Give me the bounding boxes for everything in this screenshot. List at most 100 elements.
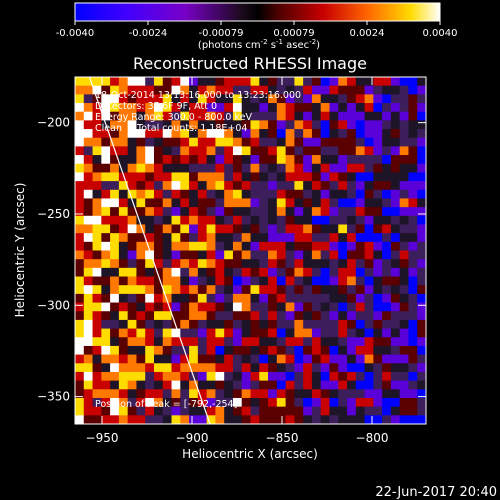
heatmap-cell: [259, 103, 269, 113]
heatmap-cell: [145, 85, 155, 95]
heatmap-cell: [382, 311, 392, 321]
heatmap-cell: [399, 233, 409, 243]
heatmap-cell: [355, 120, 365, 130]
heatmap-cell: [101, 311, 111, 321]
heatmap-cell: [408, 94, 418, 104]
heatmap-cell: [101, 163, 111, 173]
heatmap-cell: [110, 293, 120, 303]
heatmap-cell: [75, 163, 85, 173]
heatmap-cell: [259, 189, 269, 199]
heatmap-cell: [311, 215, 322, 225]
solar-limb-line: [88, 77, 211, 424]
heatmap-cell: [83, 293, 93, 303]
heatmap-cell: [110, 224, 120, 234]
heatmap-cell: [232, 371, 243, 382]
heatmap-cell: [101, 285, 111, 295]
heatmap-cell: [224, 146, 234, 156]
heatmap-cell: [355, 267, 365, 277]
heatmap-cell: [171, 328, 181, 338]
heatmap-cell: [197, 198, 208, 208]
heatmap-cell: [390, 276, 401, 286]
heatmap-cell: [311, 345, 322, 356]
heatmap-cell: [171, 172, 181, 182]
heatmap-cell: [162, 111, 172, 121]
heatmap-cell: [364, 363, 374, 373]
heatmap-cell: [373, 415, 383, 424]
heatmap-cell: [364, 85, 374, 95]
heatmap-cell: [83, 354, 93, 364]
heatmap-cell: [180, 85, 190, 95]
heatmap-cell: [294, 129, 304, 139]
heatmap-cell: [101, 233, 111, 243]
heatmap-cell: [92, 345, 102, 356]
heatmap-cell: [373, 155, 383, 165]
heatmap-cell: [206, 406, 216, 416]
heatmap-cell: [145, 189, 155, 199]
heatmap-cell: [180, 224, 190, 234]
heatmap-cell: [320, 259, 330, 269]
heatmap-cell: [417, 120, 426, 130]
heatmap-cell: [206, 155, 216, 165]
heatmap-cell: [110, 267, 120, 277]
heatmap-cell: [136, 77, 146, 87]
heatmap-cell: [215, 293, 225, 303]
heatmap-cell: [250, 319, 260, 329]
heatmap-cell: [83, 328, 93, 338]
heatmap-cell: [118, 155, 129, 165]
heatmap-cell: [417, 415, 426, 424]
heatmap-cell: [338, 354, 348, 364]
heatmap-cell: [250, 233, 260, 243]
heatmap-cell: [355, 137, 365, 147]
heatmap-cell: [180, 363, 190, 373]
heatmap-cell: [382, 415, 392, 424]
heatmap-cell: [311, 155, 322, 165]
heatmap-cell: [189, 345, 199, 356]
heatmap-cell: [145, 103, 155, 113]
heatmap-cell: [268, 328, 278, 338]
heatmap-cell: [101, 267, 111, 277]
heatmap-cell: [180, 120, 190, 130]
heatmap-cell: [110, 85, 120, 95]
heatmap-cell: [197, 259, 208, 269]
heatmap-cell: [329, 241, 339, 251]
heatmap-cell: [136, 198, 146, 208]
heatmap-cell: [294, 120, 304, 130]
heatmap-cell: [390, 129, 401, 139]
heatmap-cell: [382, 181, 392, 191]
heatmap-cell: [285, 285, 295, 295]
heatmap-cell: [189, 198, 199, 208]
heatmap-cell: [101, 77, 111, 87]
heatmap-cell: [197, 129, 208, 139]
heatmap-cell: [338, 259, 348, 269]
heatmap-cell: [329, 259, 339, 269]
heatmap-cell: [250, 94, 260, 104]
heatmap-cell: [311, 397, 322, 408]
heatmap-cell: [259, 267, 269, 277]
heatmap-cell: [171, 155, 181, 165]
heatmap-cell: [364, 163, 374, 173]
heatmap-cell: [250, 267, 260, 277]
heatmap-cell: [382, 137, 392, 147]
heatmap-cell: [206, 259, 216, 269]
heatmap-cell: [276, 94, 287, 104]
heatmap-cell: [250, 389, 260, 399]
heatmap-cell: [180, 137, 190, 147]
heatmap-cell: [268, 120, 278, 130]
heatmap-cell: [382, 319, 392, 329]
heatmap-cell: [127, 146, 137, 156]
heatmap-cell: [180, 103, 190, 113]
heatmap-cell: [136, 302, 146, 312]
heatmap-cell: [417, 215, 426, 225]
heatmap-cell: [320, 94, 330, 104]
heatmap-cell: [364, 94, 374, 104]
heatmap-cell: [390, 137, 401, 147]
heatmap-cell: [347, 189, 357, 199]
heatmap-cell: [153, 319, 164, 329]
heatmap-cell: [153, 189, 164, 199]
heatmap-cell: [215, 319, 225, 329]
heatmap-cell: [101, 363, 111, 373]
heatmap-cell: [338, 345, 348, 356]
heatmap-cell: [232, 259, 243, 269]
heatmap-cell: [241, 111, 251, 121]
heatmap-cell: [162, 155, 172, 165]
